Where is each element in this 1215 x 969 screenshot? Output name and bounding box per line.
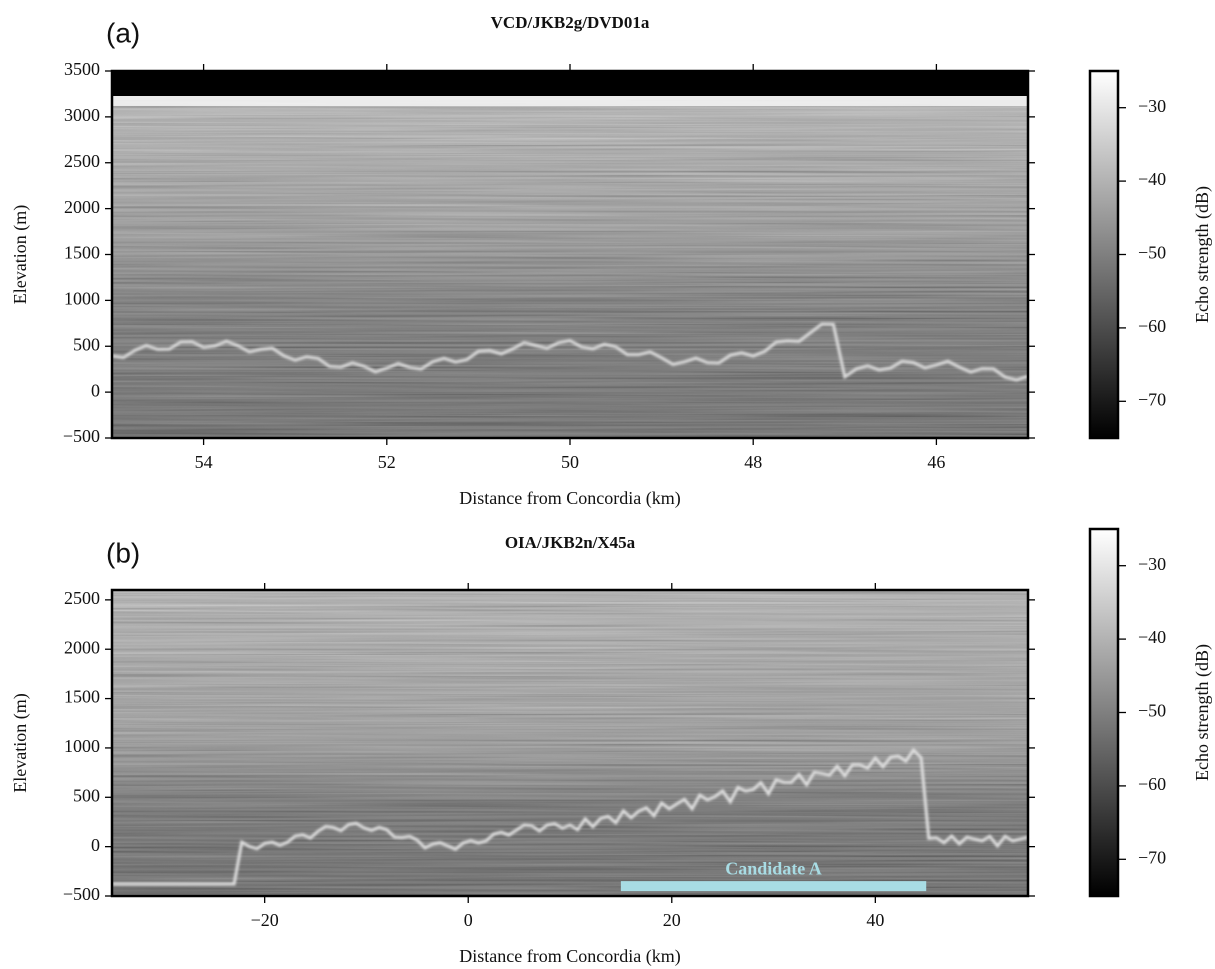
y-axis-label: Elevation (m) (10, 205, 31, 304)
x-tick-label: 20 (663, 910, 681, 930)
annotation-label: Candidate A (725, 858, 822, 878)
radar-texture (112, 590, 1028, 896)
radar-texture (112, 71, 1028, 438)
surface-echo (112, 96, 1028, 106)
x-tick-label: 0 (464, 910, 473, 930)
x-tick-label: 50 (561, 452, 579, 472)
x-axis-label: Distance from Concordia (km) (459, 946, 680, 967)
colorbar-tick-label: −70 (1138, 389, 1166, 409)
y-tick-label: −500 (63, 884, 100, 904)
y-tick-label: 1500 (64, 243, 100, 263)
annotation-bar (620, 881, 927, 892)
colorbar-tick-label: −50 (1138, 243, 1166, 263)
colorbar-label: Echo strength (dB) (1192, 186, 1213, 323)
x-tick-label: 40 (866, 910, 884, 930)
y-axis-label: Elevation (m) (10, 693, 31, 792)
y-tick-label: 500 (73, 334, 100, 354)
y-tick-label: 500 (73, 785, 100, 805)
colorbar-tick-label: −40 (1138, 169, 1166, 189)
y-tick-label: 2000 (64, 637, 100, 657)
colorbar-tick-label: −60 (1138, 774, 1166, 794)
no-data-band (112, 71, 1028, 96)
x-tick-label: 46 (927, 452, 945, 472)
panel-label: (b) (106, 537, 140, 568)
y-tick-label: 2500 (64, 588, 100, 608)
colorbar-label: Echo strength (dB) (1192, 644, 1213, 781)
y-tick-label: 3000 (64, 105, 100, 125)
bed-echo (112, 747, 1029, 886)
colorbar-tick-label: −50 (1138, 701, 1166, 721)
x-tick-label: 52 (378, 452, 396, 472)
y-tick-label: 1000 (64, 289, 100, 309)
colorbar-tick-label: −30 (1138, 96, 1166, 116)
y-tick-label: 0 (91, 835, 100, 855)
colorbar-tick-label: −60 (1138, 316, 1166, 336)
x-axis-label: Distance from Concordia (km) (459, 488, 680, 509)
bed-echo (111, 322, 1029, 382)
x-tick-label: 54 (195, 452, 213, 472)
chart-title: OIA/JKB2n/X45a (505, 533, 636, 552)
y-tick-label: 1500 (64, 687, 100, 707)
chart-title: VCD/JKB2g/DVD01a (491, 13, 650, 32)
panel-label: (a) (106, 17, 140, 48)
y-tick-label: 1000 (64, 736, 100, 756)
colorbar-tick-label: −70 (1138, 847, 1166, 867)
x-tick-label: −20 (251, 910, 279, 930)
colorbar-tick-label: −40 (1138, 627, 1166, 647)
x-tick-label: 48 (744, 452, 762, 472)
y-tick-label: 2500 (64, 151, 100, 171)
y-tick-label: 3500 (64, 59, 100, 79)
y-tick-label: 0 (91, 380, 100, 400)
y-tick-label: 2000 (64, 197, 100, 217)
colorbar (1088, 527, 1120, 898)
colorbar-tick-label: −30 (1138, 554, 1166, 574)
plot-frame (110, 588, 1030, 898)
y-tick-label: −500 (63, 426, 100, 446)
colorbar (1088, 69, 1120, 440)
